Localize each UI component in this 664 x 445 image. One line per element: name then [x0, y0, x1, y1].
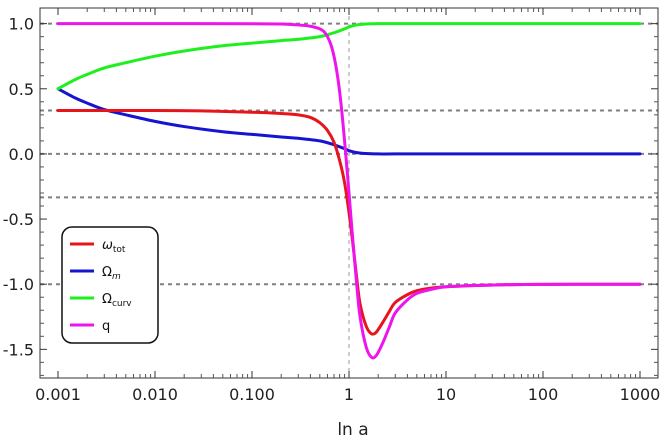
y-tick-label-1: 0.5	[9, 80, 34, 99]
legend-label-3: q	[102, 319, 110, 334]
series-line-2	[56, 22, 642, 91]
x-tick-label-4: 10	[436, 385, 456, 404]
x-tick-label-6: 1000	[620, 385, 661, 404]
x-tick-label-3: 1	[344, 385, 354, 404]
y-tick-label-4: -1.0	[3, 275, 34, 294]
y-tick-label-2: 0.0	[9, 145, 34, 164]
legend-box	[61, 226, 159, 344]
axis-ticks: 0.001 0.010 0.100 1 10 100 1000 1.0 0.5 0.0 -0.5 -1…	[3, 8, 661, 404]
legend: ωtot Ωm Ωcurv q	[61, 226, 159, 344]
x-tick-label-0: 0.001	[35, 385, 81, 404]
series-line-3	[56, 22, 642, 360]
legend-label-2: Ωcurv	[102, 292, 132, 309]
x-axis-title: ln a	[337, 420, 368, 440]
y-tick-label-5: -1.5	[3, 340, 34, 359]
x-tick-label-5: 100	[528, 385, 559, 404]
x-tick-label-1: 0.010	[132, 385, 178, 404]
series-lines	[56, 22, 642, 360]
y-tick-label-0: 1.0	[9, 15, 34, 34]
series-line-1	[56, 87, 642, 156]
y-tick-label-3: -0.5	[3, 210, 34, 229]
legend-label-0: ωtot	[102, 238, 126, 255]
x-tick-label-2: 0.100	[229, 385, 275, 404]
legend-label-1: Ωm	[102, 265, 121, 282]
